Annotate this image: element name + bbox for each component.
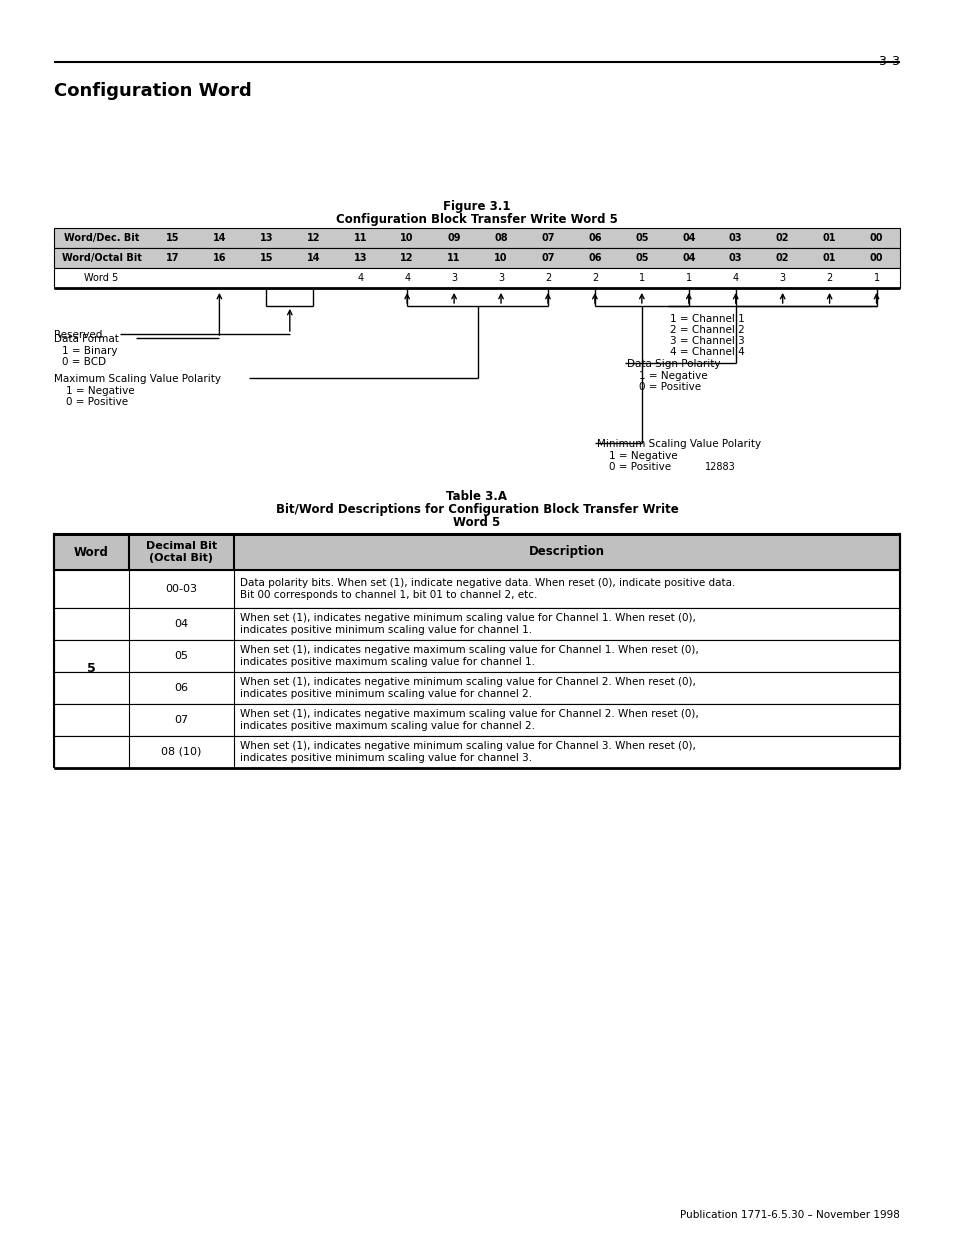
- Text: 06: 06: [588, 233, 601, 243]
- Text: 02: 02: [775, 233, 788, 243]
- Bar: [54, 672, 899, 704]
- Text: Reserved: Reserved: [54, 330, 102, 340]
- Text: 10: 10: [400, 233, 414, 243]
- Text: Word/Dec. Bit: Word/Dec. Bit: [64, 233, 139, 243]
- Text: Figure 3.1: Figure 3.1: [443, 200, 510, 212]
- Text: 1 = Binary: 1 = Binary: [62, 346, 117, 356]
- Text: 16: 16: [213, 253, 226, 263]
- Text: 17: 17: [166, 253, 179, 263]
- Text: 05: 05: [174, 651, 189, 661]
- Text: 04: 04: [174, 619, 189, 629]
- Text: 07: 07: [540, 253, 554, 263]
- Text: 14: 14: [306, 253, 319, 263]
- Text: 5: 5: [87, 662, 95, 676]
- Text: 07: 07: [174, 715, 189, 725]
- Text: 1: 1: [873, 273, 879, 283]
- Text: Description: Description: [529, 546, 604, 558]
- Text: 03: 03: [728, 233, 741, 243]
- Text: 1: 1: [639, 273, 644, 283]
- Text: 07: 07: [540, 233, 554, 243]
- Text: Word/Octal Bit: Word/Octal Bit: [62, 253, 141, 263]
- Text: When set (1), indicates negative minimum scaling value for Channel 3. When reset: When set (1), indicates negative minimum…: [240, 741, 695, 763]
- Text: 14: 14: [213, 233, 226, 243]
- Text: Publication 1771-6.5.30 – November 1998: Publication 1771-6.5.30 – November 1998: [679, 1210, 899, 1220]
- Bar: [54, 228, 899, 248]
- Text: 04: 04: [681, 253, 695, 263]
- Text: 2: 2: [825, 273, 832, 283]
- Text: 1 = Negative: 1 = Negative: [66, 387, 134, 396]
- Text: Minimum Scaling Value Polarity: Minimum Scaling Value Polarity: [597, 438, 760, 450]
- Text: 4: 4: [732, 273, 738, 283]
- Text: 04: 04: [681, 233, 695, 243]
- Text: 3: 3: [451, 273, 456, 283]
- Text: Bit/Word Descriptions for Configuration Block Transfer Write: Bit/Word Descriptions for Configuration …: [275, 503, 678, 516]
- Text: 3–3: 3–3: [877, 56, 899, 68]
- Text: 0 = Positive: 0 = Positive: [608, 462, 670, 472]
- Text: Decimal Bit
(Octal Bit): Decimal Bit (Octal Bit): [146, 541, 217, 563]
- Text: 01: 01: [822, 253, 836, 263]
- Text: 2: 2: [591, 273, 598, 283]
- Text: 08 (10): 08 (10): [161, 747, 201, 757]
- Text: When set (1), indicates negative minimum scaling value for Channel 1. When reset: When set (1), indicates negative minimum…: [240, 613, 695, 635]
- Text: 15: 15: [259, 253, 273, 263]
- Bar: [54, 248, 899, 268]
- Text: 09: 09: [447, 233, 460, 243]
- Text: 05: 05: [635, 253, 648, 263]
- Text: 12: 12: [306, 233, 319, 243]
- Text: 0 = BCD: 0 = BCD: [62, 357, 106, 367]
- Text: Configuration Word: Configuration Word: [54, 82, 252, 100]
- Text: 4: 4: [356, 273, 363, 283]
- Bar: [54, 640, 899, 672]
- Text: 2 = Channel 2: 2 = Channel 2: [669, 325, 744, 335]
- Text: 00: 00: [869, 253, 882, 263]
- Text: 00-03: 00-03: [165, 584, 197, 594]
- Text: 12: 12: [400, 253, 414, 263]
- Text: 15: 15: [166, 233, 179, 243]
- Bar: [54, 736, 899, 768]
- Text: Configuration Block Transfer Write Word 5: Configuration Block Transfer Write Word …: [335, 212, 618, 226]
- Text: Data polarity bits. When set (1), indicate negative data. When reset (0), indica: Data polarity bits. When set (1), indica…: [240, 578, 735, 600]
- Text: Maximum Scaling Value Polarity: Maximum Scaling Value Polarity: [54, 374, 221, 384]
- Bar: [54, 534, 899, 571]
- Text: 00: 00: [869, 233, 882, 243]
- Text: 03: 03: [728, 253, 741, 263]
- Text: Word 5: Word 5: [453, 516, 500, 529]
- Text: Table 3.A: Table 3.A: [446, 490, 507, 503]
- Text: 06: 06: [174, 683, 189, 693]
- Bar: [54, 571, 899, 608]
- Text: 0 = Positive: 0 = Positive: [639, 382, 700, 391]
- Text: 3 = Channel 3: 3 = Channel 3: [669, 336, 744, 346]
- Bar: [54, 704, 899, 736]
- Text: When set (1), indicates negative maximum scaling value for Channel 1. When reset: When set (1), indicates negative maximum…: [240, 645, 698, 667]
- Text: 06: 06: [588, 253, 601, 263]
- Bar: [54, 268, 899, 288]
- Text: 08: 08: [494, 233, 507, 243]
- Text: When set (1), indicates negative minimum scaling value for Channel 2. When reset: When set (1), indicates negative minimum…: [240, 677, 695, 699]
- Text: 13: 13: [259, 233, 273, 243]
- Text: 1 = Channel 1: 1 = Channel 1: [669, 314, 744, 324]
- Text: 3: 3: [779, 273, 785, 283]
- Text: 13: 13: [354, 253, 367, 263]
- Text: 01: 01: [822, 233, 836, 243]
- Text: 05: 05: [635, 233, 648, 243]
- Text: Word 5: Word 5: [84, 273, 118, 283]
- Text: 1 = Negative: 1 = Negative: [639, 370, 707, 382]
- Text: 10: 10: [494, 253, 507, 263]
- Text: Word: Word: [74, 546, 109, 558]
- Text: 02: 02: [775, 253, 788, 263]
- Text: 11: 11: [447, 253, 460, 263]
- Text: 1: 1: [685, 273, 691, 283]
- Text: 3: 3: [497, 273, 503, 283]
- Bar: [54, 608, 899, 640]
- Text: 11: 11: [354, 233, 367, 243]
- Text: Data Sign Polarity: Data Sign Polarity: [626, 359, 720, 369]
- Text: 0 = Positive: 0 = Positive: [66, 396, 128, 408]
- Text: 1 = Negative: 1 = Negative: [608, 451, 677, 461]
- Text: 4 = Channel 4: 4 = Channel 4: [669, 347, 744, 357]
- Text: 12883: 12883: [704, 462, 735, 472]
- Text: 2: 2: [544, 273, 551, 283]
- Text: When set (1), indicates negative maximum scaling value for Channel 2. When reset: When set (1), indicates negative maximum…: [240, 709, 698, 731]
- Text: 4: 4: [404, 273, 410, 283]
- Text: Data Format: Data Format: [54, 333, 119, 345]
